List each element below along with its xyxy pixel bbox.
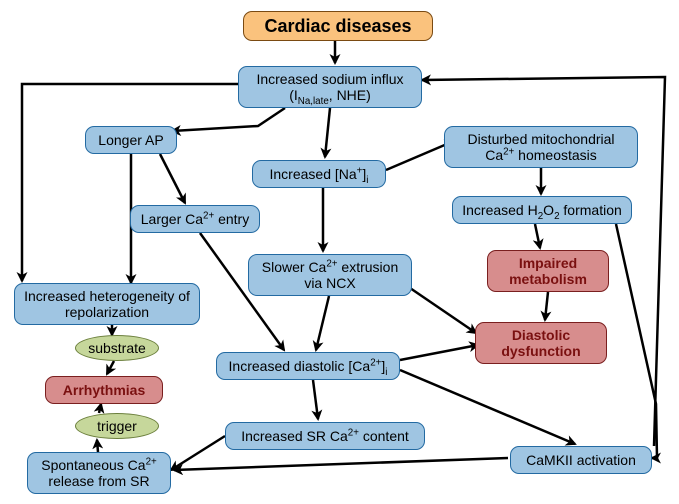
label: Spontaneous Ca2+release from SR: [41, 457, 156, 489]
node-arrhythmias: Arrhythmias: [45, 376, 163, 404]
node-ncx: Slower Ca2+ extrusionvia NCX: [248, 254, 412, 296]
label: Increased [Na+]i: [270, 166, 369, 182]
edge-e11: [316, 296, 329, 350]
node-na-influx: Increased sodium influx(INa,late, NHE): [238, 66, 422, 108]
label: Longer AP: [98, 132, 163, 148]
edge-e19: [171, 436, 225, 470]
node-sr-content: Increased SR Ca2+ content: [225, 422, 425, 450]
node-na-i: Increased [Na+]i: [252, 160, 386, 188]
edge-e4: [325, 108, 330, 157]
node-mito: Disturbed mitochondrialCa2+ homeostasis: [444, 126, 638, 168]
edge-e12: [410, 288, 476, 333]
label: Arrhythmias: [63, 382, 145, 398]
label: Slower Ca2+ extrusionvia NCX: [262, 259, 398, 291]
node-trigger: trigger: [75, 413, 159, 439]
edge-e24: [107, 361, 114, 374]
edge-e6: [160, 154, 185, 203]
edge-e22: [99, 404, 101, 413]
label: substrate: [88, 340, 146, 356]
edge-e21: [97, 440, 98, 452]
node-diastolic-ca: Increased diastolic [Ca2+]i: [216, 352, 400, 380]
edge-e15: [400, 345, 478, 360]
label: Increased heterogeneity ofrepolarization: [24, 288, 190, 320]
node-h2o2: Increased H2O2 formation: [452, 196, 632, 224]
label: Diastolicdysfunction: [501, 327, 580, 359]
label: Increased diastolic [Ca2+]i: [229, 358, 388, 374]
node-substrate: substrate: [75, 335, 159, 361]
node-longer-ap: Longer AP: [85, 126, 177, 154]
node-impaired: Impairedmetabolism: [487, 250, 609, 292]
edge-e17: [400, 370, 575, 444]
node-ca-entry: Larger Ca2+ entry: [130, 205, 260, 233]
edge-e13: [535, 224, 540, 248]
node-heterog: Increased heterogeneity ofrepolarization: [14, 283, 200, 325]
edge-e14: [545, 292, 548, 320]
label: Increased sodium influx(INa,late, NHE): [256, 71, 403, 103]
edge-e16: [313, 380, 318, 419]
node-spont: Spontaneous Ca2+release from SR: [27, 452, 171, 494]
label: Increased SR Ca2+ content: [241, 428, 409, 444]
edge-e18: [616, 224, 657, 458]
node-camkii: CaMKII activation: [510, 446, 652, 474]
edge-e20: [174, 458, 508, 470]
label: Increased H2O2 formation: [462, 202, 622, 218]
label: Larger Ca2+ entry: [141, 211, 249, 227]
label: Impairedmetabolism: [509, 255, 587, 287]
title-label: Cardiac diseases: [264, 16, 411, 37]
label: CaMKII activation: [526, 452, 636, 468]
title-node: Cardiac diseases: [243, 11, 433, 41]
label: trigger: [97, 418, 137, 434]
label: Disturbed mitochondrialCa2+ homeostasis: [467, 131, 614, 163]
node-dysfunction: Diastolicdysfunction: [475, 322, 607, 364]
edge-e2: [172, 108, 285, 131]
